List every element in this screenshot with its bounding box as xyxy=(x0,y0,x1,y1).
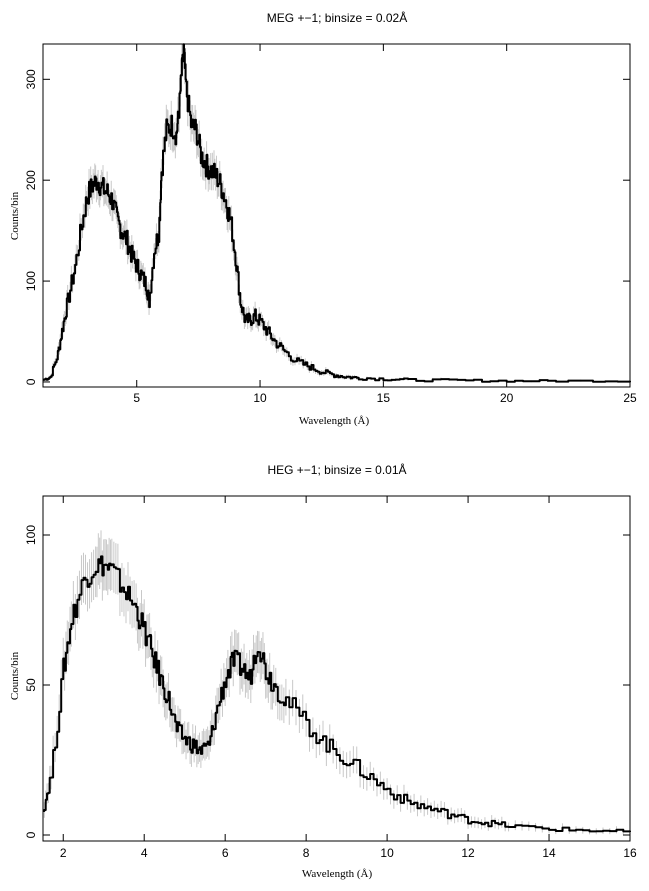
meg-xtick-label: 25 xyxy=(623,391,637,405)
meg-panel: MEG +−1; binsize = 0.02Å Wavelength (Å) … xyxy=(9,10,637,427)
heg-xtick-label: 16 xyxy=(623,846,637,860)
heg-xtick-label: 10 xyxy=(380,846,394,860)
meg-xlabel: Wavelength (Å) xyxy=(299,415,370,427)
meg-xtick-label: 10 xyxy=(253,391,267,405)
meg-ylabel: Counts/bin xyxy=(9,191,21,240)
heg-ytick-label: 100 xyxy=(24,525,38,545)
meg-spectrum-series-0 xyxy=(43,43,631,383)
heg-xlabel: Wavelength (Å) xyxy=(302,868,373,880)
meg-title: MEG +−1; binsize = 0.02Å xyxy=(267,10,407,25)
meg-plot-frame xyxy=(42,43,631,388)
heg-ylabel: Counts/bin xyxy=(9,651,21,700)
meg-xtick-label: 5 xyxy=(133,391,140,405)
meg-ytick-label: 200 xyxy=(24,170,38,190)
meg-ytick-label: 100 xyxy=(24,271,38,291)
heg-spectrum-series-0 xyxy=(43,555,631,833)
heg-title: HEG +−1; binsize = 0.01Å xyxy=(267,462,406,477)
meg-xtick-label: 20 xyxy=(500,391,514,405)
meg-xtick-label: 15 xyxy=(377,391,391,405)
heg-xtick-label: 12 xyxy=(461,846,475,860)
heg-xtick-label: 2 xyxy=(60,846,67,860)
heg-xtick-label: 6 xyxy=(222,846,229,860)
meg-ytick-label: 300 xyxy=(24,69,38,89)
heg-ytick-label: 0 xyxy=(24,831,38,838)
meg-ytick-label: 0 xyxy=(24,378,38,385)
heg-ytick-label: 50 xyxy=(24,678,38,692)
heg-xtick-label: 14 xyxy=(542,846,556,860)
heg-panel: HEG +−1; binsize = 0.01Å Wavelength (Å) … xyxy=(9,462,637,880)
heg-plot-frame xyxy=(42,495,631,842)
heg-xtick-label: 8 xyxy=(303,846,310,860)
heg-xtick-label: 4 xyxy=(141,846,148,860)
